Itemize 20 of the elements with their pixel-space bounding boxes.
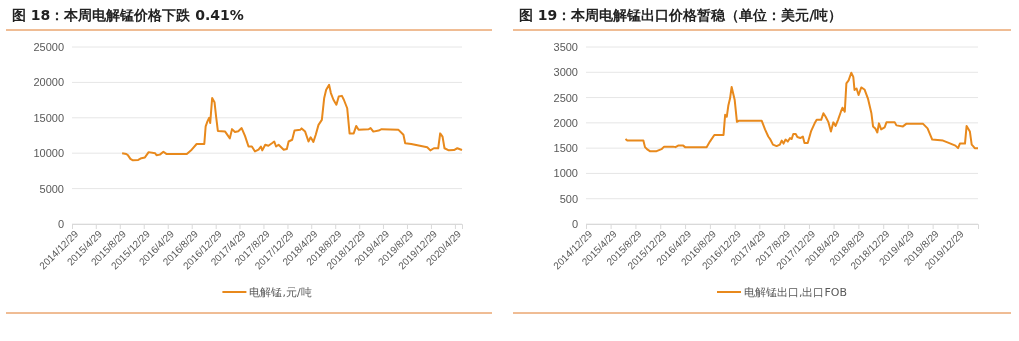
y-tick-label: 25000 [33, 41, 64, 54]
chart-title: 图 19：本周电解锰出口价格暂稳（单位：美元/吨） [519, 7, 843, 23]
y-tick-label: 20000 [33, 76, 64, 89]
y-tick-label: 15000 [33, 111, 64, 124]
chart-title: 图 18：本周电解锰价格下跌 0.41% [12, 7, 244, 23]
y-tick-label: 5000 [39, 182, 64, 195]
y-tick-label: 2000 [553, 116, 578, 129]
y-tick-label: 0 [57, 218, 64, 231]
y-tick-label: 3000 [553, 66, 578, 79]
y-tick-label: 1500 [553, 142, 578, 155]
y-tick-label: 1000 [553, 167, 578, 180]
y-tick-label: 500 [559, 192, 578, 205]
line-series [121, 83, 463, 162]
legend-label: 电解锰出口,出口FOB [743, 286, 848, 299]
legend-label: 电解锰,元/吨 [249, 286, 312, 299]
line-series [624, 71, 979, 153]
y-tick-label: 10000 [33, 147, 64, 160]
y-tick-label: 0 [571, 218, 578, 231]
y-tick-label: 3500 [553, 41, 578, 54]
y-tick-label: 2500 [553, 91, 578, 104]
